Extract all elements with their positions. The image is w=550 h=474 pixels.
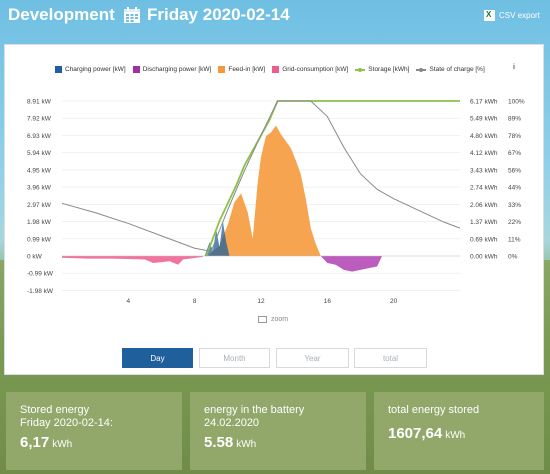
excel-icon	[484, 10, 495, 21]
y-left-tick-label: 0.99 kW	[27, 236, 52, 243]
series-feed-in-area	[207, 125, 321, 256]
legend-line-marker	[416, 66, 427, 73]
legend-swatch	[272, 66, 280, 73]
tab-month[interactable]: Month	[199, 348, 270, 368]
y-right-pct-tick-label: 56%	[508, 167, 521, 174]
series-charging-area	[204, 221, 230, 256]
y-right-pct-tick-label: 78%	[508, 133, 521, 140]
y-right-kwh-tick-label: 0.69 kWh	[470, 236, 498, 243]
legend-item-grid-consumption[interactable]: Grid-consumption [kW]	[272, 66, 348, 73]
y-right-pct-tick-label: 22%	[508, 219, 521, 226]
y-right-kwh-tick-label: 2.74 kWh	[470, 185, 498, 192]
zoom-icon	[258, 316, 267, 323]
battery-energy-card: energy in the battery 24.02.2020 5.58 kWh	[190, 392, 366, 470]
calendar-icon[interactable]	[123, 6, 141, 24]
x-tick-label: 12	[257, 298, 265, 305]
legend-label: State of charge [%]	[429, 66, 485, 73]
legend-swatch	[132, 66, 140, 73]
y-right-kwh-tick-label: 4.80 kWh	[470, 133, 498, 140]
legend-label: Discharging power [kW]	[142, 66, 212, 73]
y-right-kwh-tick-label: 5.49 kWh	[470, 116, 498, 123]
card-sublabel: 24.02.2020	[204, 417, 260, 429]
x-tick-label: 4	[127, 298, 131, 305]
series-discharging-area	[320, 256, 383, 272]
total-energy-card: total energy stored 1607,64 kWh	[374, 392, 544, 470]
card-unit: kWh	[52, 439, 73, 450]
y-right-pct-tick-label: 44%	[508, 185, 521, 192]
card-sublabel: Friday 2020-02-14:	[20, 417, 113, 429]
y-right-kwh-tick-label: 2.06 kWh	[470, 202, 498, 209]
csv-export-button[interactable]: CSV export	[484, 10, 540, 21]
legend-item-discharging[interactable]: Discharging power [kW]	[132, 66, 212, 73]
card-value: 5.58 kWh	[204, 434, 257, 451]
legend-label: Feed-in [kW]	[228, 66, 266, 73]
card-label: total energy stored	[388, 404, 480, 416]
legend-item-charging[interactable]: Charging power [kW]	[55, 66, 126, 73]
legend-item-storage[interactable]: Storage [kWh]	[355, 66, 409, 73]
card-value: 1607,64 kWh	[388, 425, 466, 442]
tab-day[interactable]: Day	[122, 348, 193, 368]
y-right-pct-tick-label: 11%	[508, 236, 521, 243]
y-right-kwh-tick-label: 4.12 kWh	[470, 150, 498, 157]
legend-item-state-of-charge[interactable]: State of charge [%]	[416, 66, 485, 73]
csv-export-label: CSV export	[499, 11, 540, 20]
zoom-control[interactable]: zoom	[258, 316, 288, 323]
tab-total[interactable]: total	[354, 348, 427, 368]
legend-label: Grid-consumption [kW]	[282, 66, 349, 73]
y-right-kwh-tick-label: 6.17 kWh	[470, 99, 498, 106]
legend-swatch	[55, 66, 62, 73]
y-left-tick-label: 4.95 kW	[27, 167, 52, 174]
y-right-pct-tick-label: 100%	[508, 99, 525, 106]
y-left-tick-label: -0.99 kW	[27, 271, 54, 278]
y-right-pct-tick-label: 0%	[508, 254, 518, 261]
y-left-tick-label: 2.97 kW	[27, 202, 52, 209]
series-grid-consumption-area	[62, 256, 203, 265]
y-right-kwh-tick-label: 0.00 kWh	[470, 254, 498, 261]
card-label: Stored energy	[20, 404, 90, 416]
card-label: energy in the battery	[204, 404, 305, 416]
y-right-kwh-tick-label: 1.37 kWh	[470, 219, 498, 226]
y-left-tick-label: 6.93 kW	[27, 133, 52, 140]
y-right-pct-tick-label: 33%	[508, 202, 521, 209]
card-unit: kWh	[445, 430, 466, 441]
legend-item-feed-in[interactable]: Feed-in [kW]	[218, 66, 265, 73]
x-tick-label: 16	[324, 298, 332, 305]
y-left-tick-label: 1.98 kW	[27, 219, 52, 226]
y-left-tick-label: 3.96 kW	[27, 185, 52, 192]
card-unit: kWh	[236, 439, 257, 450]
header: Development Friday 2020-02-14 CSV export	[0, 0, 550, 34]
y-right-pct-tick-label: 67%	[508, 150, 521, 157]
y-left-tick-label: -1.98 kW	[27, 288, 54, 295]
legend-label: Storage [kWh]	[368, 66, 410, 73]
y-right-kwh-tick-label: 3.43 kWh	[470, 167, 498, 174]
chart-legend: Charging power [kW] Discharging power [k…	[55, 66, 492, 73]
y-left-tick-label: 5.94 kW	[27, 150, 52, 157]
page-title: Development	[8, 5, 115, 24]
x-tick-label: 8	[193, 298, 197, 305]
y-right-pct-tick-label: 89%	[508, 116, 521, 123]
info-icon[interactable]: i	[513, 64, 515, 71]
stored-energy-card: Stored energy Friday 2020-02-14: 6,17 kWh	[6, 392, 182, 470]
x-tick-label: 20	[390, 298, 398, 305]
y-left-tick-label: 8.91 kW	[27, 99, 52, 106]
legend-label: Charging power [kW]	[65, 66, 126, 73]
y-left-tick-label: 7.92 kW	[27, 116, 52, 123]
tab-year[interactable]: Year	[276, 348, 349, 368]
legend-swatch	[218, 66, 226, 73]
zoom-label: zoom	[271, 316, 289, 323]
card-value: 6,17 kWh	[20, 434, 73, 451]
selected-date[interactable]: Friday 2020-02-14	[147, 5, 290, 24]
series-state-of-charge-line	[61, 100, 461, 252]
y-left-tick-label: 0 kW	[27, 254, 43, 261]
legend-line-marker	[355, 66, 366, 73]
